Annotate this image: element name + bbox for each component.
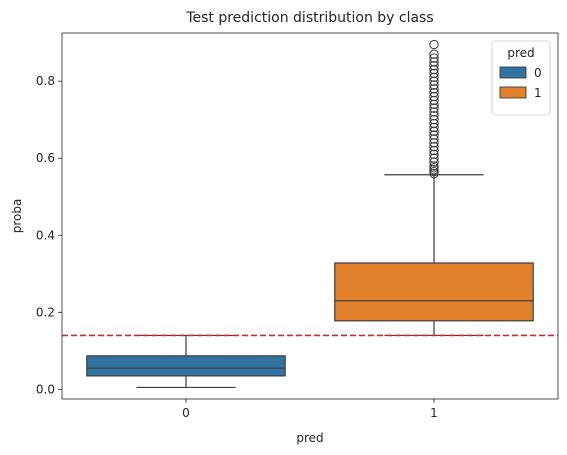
legend-label-1: 1 (534, 86, 542, 100)
y-tick-label: 0.6 (36, 151, 55, 165)
plot-frame (62, 33, 558, 399)
box-iqr (87, 356, 285, 376)
box-group-0 (87, 335, 285, 387)
box-iqr (335, 263, 533, 321)
y-tick-label: 0.2 (36, 305, 55, 319)
y-tick-label: 0.8 (36, 74, 55, 88)
legend-label-0: 0 (534, 66, 542, 80)
legend-title: pred (507, 46, 534, 60)
y-tick-label: 0.0 (36, 382, 55, 396)
chart-title: Test prediction distribution by class (185, 10, 433, 26)
x-axis-label: pred (296, 431, 323, 445)
y-axis-label: proba (10, 199, 24, 234)
x-tick-label: 1 (430, 406, 438, 420)
y-axis: 0.0 0.2 0.4 0.6 0.8 (36, 74, 62, 396)
outlier-point (430, 40, 438, 48)
plot-area (62, 40, 558, 387)
legend-swatch-0 (500, 67, 526, 78)
y-tick-label: 0.4 (36, 228, 55, 242)
x-tick-label: 0 (182, 406, 190, 420)
legend-swatch-1 (500, 87, 526, 98)
